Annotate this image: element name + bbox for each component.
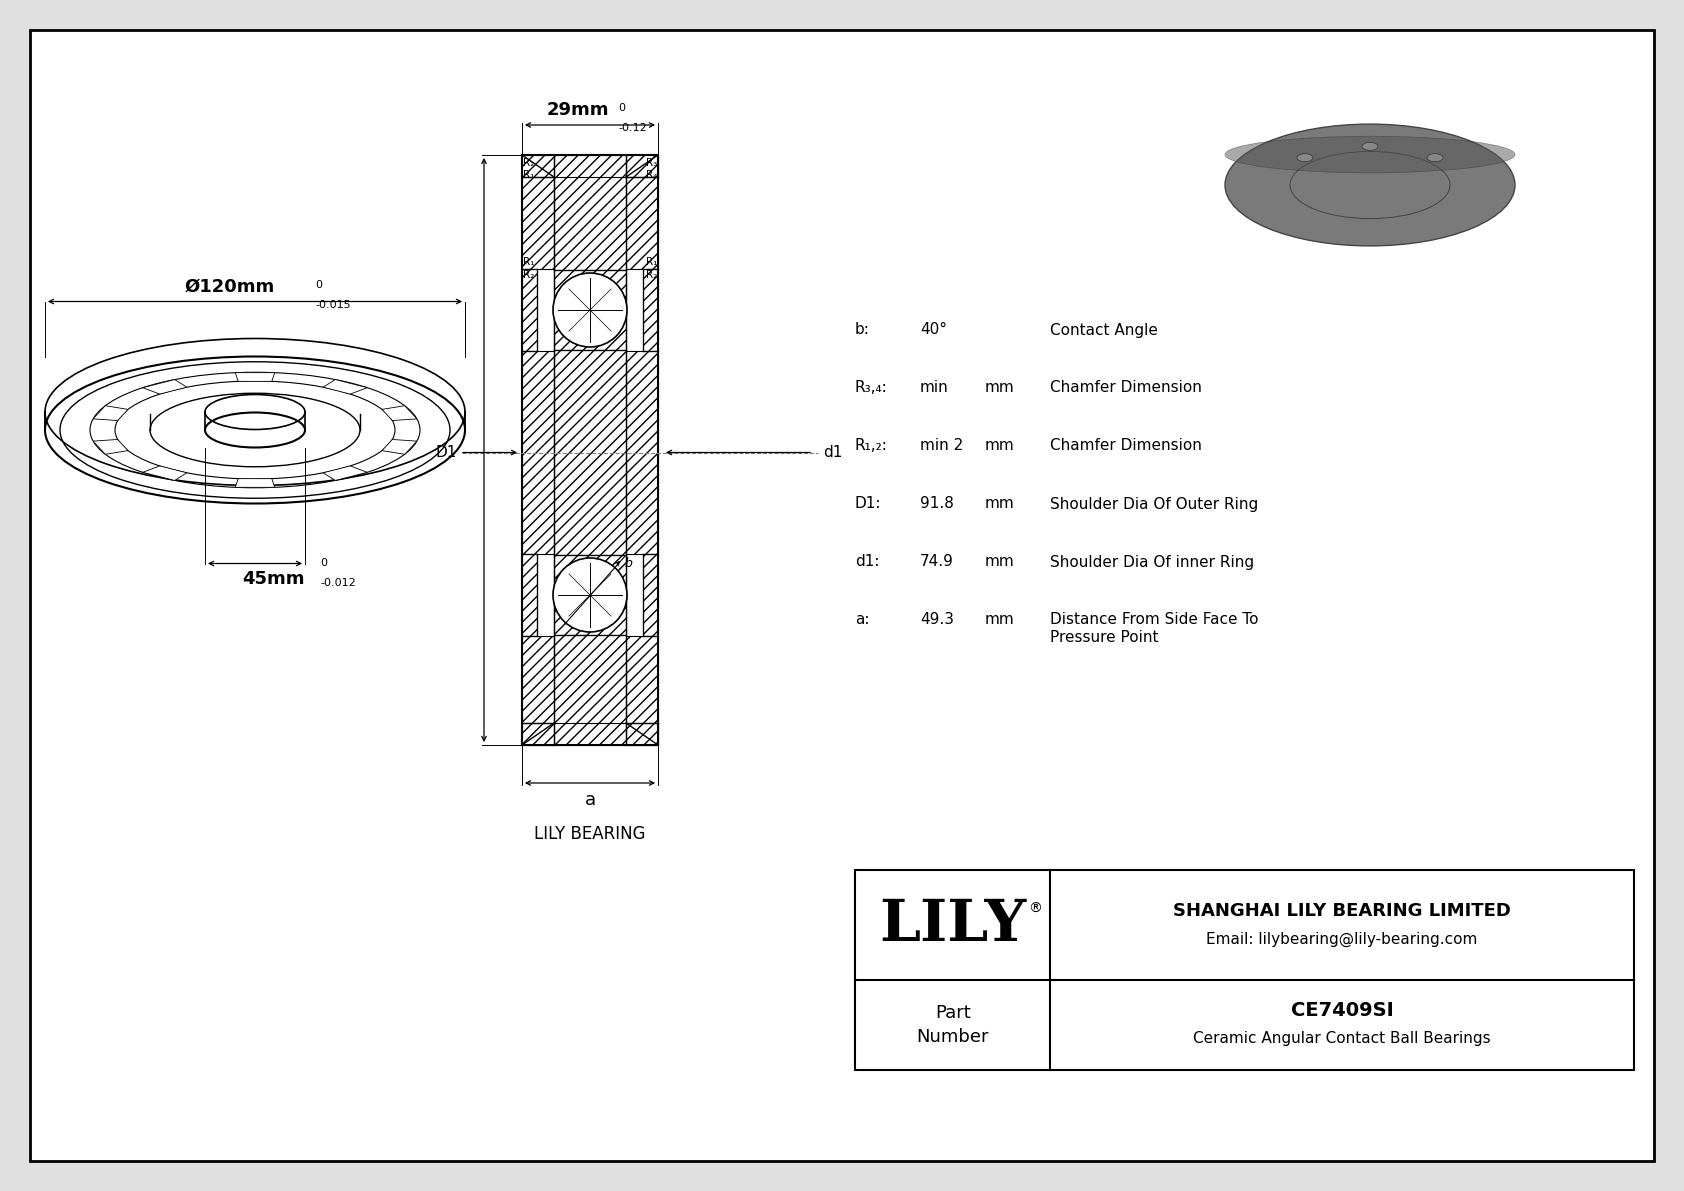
Text: mm: mm [985,497,1015,511]
Polygon shape [236,373,274,381]
Ellipse shape [1426,154,1443,162]
Text: -0.015: -0.015 [315,299,350,310]
Text: -0.012: -0.012 [320,578,355,587]
Text: SHANGHAI LILY BEARING LIMITED: SHANGHAI LILY BEARING LIMITED [1174,902,1511,919]
Polygon shape [323,380,367,394]
Text: Chamfer Dimension: Chamfer Dimension [1051,380,1202,395]
Text: mm: mm [985,380,1015,395]
Polygon shape [236,479,274,487]
Text: Part
Number: Part Number [916,1004,989,1046]
Polygon shape [522,269,537,351]
Text: d1: d1 [823,445,842,460]
Text: R₁: R₁ [645,257,657,267]
Text: 40°: 40° [919,323,946,337]
Polygon shape [323,466,367,480]
Polygon shape [143,466,187,480]
Polygon shape [554,555,626,635]
Text: Distance From Side Face To: Distance From Side Face To [1051,612,1258,628]
Polygon shape [643,554,658,636]
Polygon shape [522,155,658,269]
Polygon shape [554,350,626,555]
Polygon shape [93,406,128,420]
Polygon shape [382,406,418,420]
Ellipse shape [1297,154,1314,162]
Polygon shape [626,723,658,746]
Text: 0: 0 [320,557,327,567]
Ellipse shape [1329,168,1411,202]
Bar [855,869,1633,1070]
Text: 49.3: 49.3 [919,612,955,628]
Text: 29mm: 29mm [547,101,610,119]
Text: mm: mm [985,612,1015,628]
Text: LILY: LILY [879,897,1027,953]
Text: d1:: d1: [855,555,879,569]
Polygon shape [554,177,626,270]
Text: R₁,₂:: R₁,₂: [855,438,887,454]
Ellipse shape [1224,124,1516,245]
Polygon shape [143,380,187,394]
Text: Pressure Point: Pressure Point [1051,630,1159,646]
Ellipse shape [1362,143,1378,150]
Polygon shape [522,351,658,554]
Text: D1:: D1: [855,497,881,511]
Text: Email: lilybearing@lily-bearing.com: Email: lilybearing@lily-bearing.com [1206,931,1477,947]
Circle shape [552,559,626,632]
Text: b:: b: [855,323,871,337]
Text: -0.12: -0.12 [618,123,647,133]
Ellipse shape [1224,136,1516,173]
Text: LILY BEARING: LILY BEARING [534,825,645,843]
Text: R₂: R₂ [524,158,534,168]
Text: R₂: R₂ [645,270,657,280]
Text: R₁: R₁ [524,170,534,180]
Polygon shape [522,723,554,746]
Text: Contact Angle: Contact Angle [1051,323,1159,337]
Text: R₃,₄:: R₃,₄: [855,380,887,395]
Polygon shape [626,155,658,177]
Text: mm: mm [985,438,1015,454]
Text: min 2: min 2 [919,438,963,454]
Polygon shape [643,269,658,351]
Polygon shape [522,155,554,177]
Text: R₂: R₂ [524,270,534,280]
Text: CE7409SI: CE7409SI [1290,1002,1393,1021]
Text: R₃: R₃ [645,158,657,168]
Text: a:: a: [855,612,869,628]
Polygon shape [554,270,626,350]
Polygon shape [522,554,537,636]
Polygon shape [554,635,626,723]
Text: 91.8: 91.8 [919,497,953,511]
Circle shape [552,273,626,347]
Text: D1: D1 [436,445,456,460]
Text: Chamfer Dimension: Chamfer Dimension [1051,438,1202,454]
Text: a: a [584,791,596,809]
Text: Shoulder Dia Of inner Ring: Shoulder Dia Of inner Ring [1051,555,1255,569]
Text: 0: 0 [618,102,625,113]
Text: min: min [919,380,948,395]
Text: 0: 0 [315,280,322,289]
Text: 45mm: 45mm [242,569,305,587]
Text: R₄: R₄ [645,170,657,180]
Text: ®: ® [1027,902,1042,916]
Text: 74.9: 74.9 [919,555,953,569]
Text: mm: mm [985,555,1015,569]
Text: Ceramic Angular Contact Ball Bearings: Ceramic Angular Contact Ball Bearings [1194,1031,1490,1047]
Text: Shoulder Dia Of Outer Ring: Shoulder Dia Of Outer Ring [1051,497,1258,511]
Text: R₁: R₁ [524,257,534,267]
Text: b: b [625,557,632,570]
Text: Ø120mm: Ø120mm [185,278,274,295]
Polygon shape [522,636,658,746]
Polygon shape [382,439,418,454]
Ellipse shape [1290,151,1450,219]
Polygon shape [93,439,128,454]
